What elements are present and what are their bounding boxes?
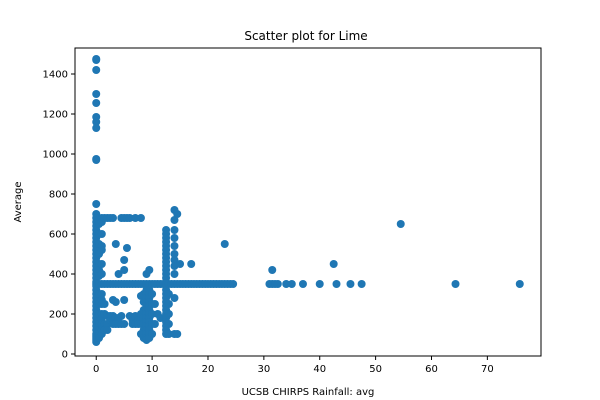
scatter-point <box>92 200 101 208</box>
scatter-point <box>329 260 338 268</box>
scatter-point <box>346 280 355 288</box>
scatter-point <box>170 226 179 234</box>
scatter-point <box>97 270 106 278</box>
scatter-point <box>156 314 165 322</box>
scatter-point <box>451 280 460 288</box>
points-layer <box>92 55 524 346</box>
scatter-point <box>515 280 524 288</box>
scatter-point <box>120 256 129 264</box>
y-tick-label: 1200 <box>43 110 68 121</box>
scatter-point <box>162 274 171 282</box>
scatter-point <box>332 280 341 288</box>
scatter-point <box>173 330 182 338</box>
y-tick-label: 1000 <box>43 150 68 161</box>
scatter-point <box>136 214 145 222</box>
scatter-point <box>173 210 182 218</box>
y-tick-label: 1400 <box>43 70 68 81</box>
scatter-point <box>170 270 179 278</box>
x-tick-label: 70 <box>481 364 494 375</box>
scatter-point <box>120 266 129 274</box>
plot-area-frame <box>74 47 542 357</box>
scatter-point <box>164 320 173 328</box>
scatter-point <box>164 300 173 308</box>
scatter-point <box>145 266 154 274</box>
scatter-point <box>220 240 229 248</box>
scatter-point <box>268 266 277 274</box>
scatter-point <box>282 280 291 288</box>
scatter-point <box>111 298 120 306</box>
y-tick-label: 400 <box>49 270 68 281</box>
scatter-point <box>97 246 106 254</box>
y-tick-label: 0 <box>62 350 68 361</box>
scatter-point <box>97 260 106 268</box>
scatter-point <box>170 234 179 242</box>
scatter-point <box>164 330 173 338</box>
y-tick-label: 200 <box>49 310 68 321</box>
scatter-point <box>148 310 157 318</box>
y-axis-label: Average <box>13 181 24 222</box>
scatter-point <box>120 320 129 328</box>
scatter-point <box>92 56 101 64</box>
scatter-point <box>120 296 129 304</box>
scatter-point <box>170 256 179 264</box>
scatter-point <box>150 300 159 308</box>
scatter-point <box>273 280 282 288</box>
scatter-point <box>122 244 131 252</box>
scatter-point <box>187 260 196 268</box>
scatter-point <box>92 90 101 98</box>
scatter-point <box>287 280 296 288</box>
scatter-point <box>357 280 366 288</box>
scatter-point <box>164 310 173 318</box>
scatter-point <box>114 270 123 278</box>
y-axis-ticks: 0 200 400 600 800 1000 1200 1400 <box>43 70 75 361</box>
x-tick-label: 60 <box>425 364 438 375</box>
scatter-point <box>97 230 106 238</box>
scatter-point <box>92 124 101 132</box>
scatter-point <box>229 280 238 288</box>
scatter-point <box>100 300 109 308</box>
chart-title: Scatter plot for Lime <box>244 29 367 43</box>
scatter-point <box>170 294 179 302</box>
scatter-point <box>150 320 159 328</box>
scatter-point <box>170 250 179 258</box>
scatter-point <box>109 214 117 222</box>
y-tick-label: 600 <box>49 230 68 241</box>
scatter-point <box>92 118 101 126</box>
x-tick-label: 20 <box>202 364 215 375</box>
scatter-point <box>97 290 106 298</box>
scatter-point <box>148 290 157 298</box>
scatter-point <box>92 66 101 74</box>
scatter-point <box>170 216 179 224</box>
x-tick-label: 10 <box>146 364 159 375</box>
scatter-point <box>92 156 101 164</box>
x-axis-label: UCSB CHIRPS Rainfall: avg <box>242 387 375 398</box>
x-tick-label: 30 <box>257 364 270 375</box>
scatter-point <box>298 280 307 288</box>
scatter-point <box>92 99 101 107</box>
scatter-point <box>103 326 112 334</box>
x-tick-label: 40 <box>313 364 326 375</box>
scatter-point <box>396 220 405 228</box>
scatter-point <box>176 260 185 268</box>
scatter-point <box>315 280 324 288</box>
scatter-point <box>125 214 134 222</box>
scatter-point <box>131 214 140 222</box>
scatter-point <box>117 312 126 320</box>
scatter-point <box>170 242 179 250</box>
scatter-point <box>111 240 120 248</box>
scatter-point <box>148 330 157 338</box>
x-tick-label: 0 <box>93 364 99 375</box>
x-axis-ticks: 0 10 20 30 40 50 60 70 <box>93 356 494 375</box>
scatter-point <box>164 290 173 298</box>
y-tick-label: 800 <box>49 190 68 201</box>
x-tick-label: 50 <box>369 364 382 375</box>
